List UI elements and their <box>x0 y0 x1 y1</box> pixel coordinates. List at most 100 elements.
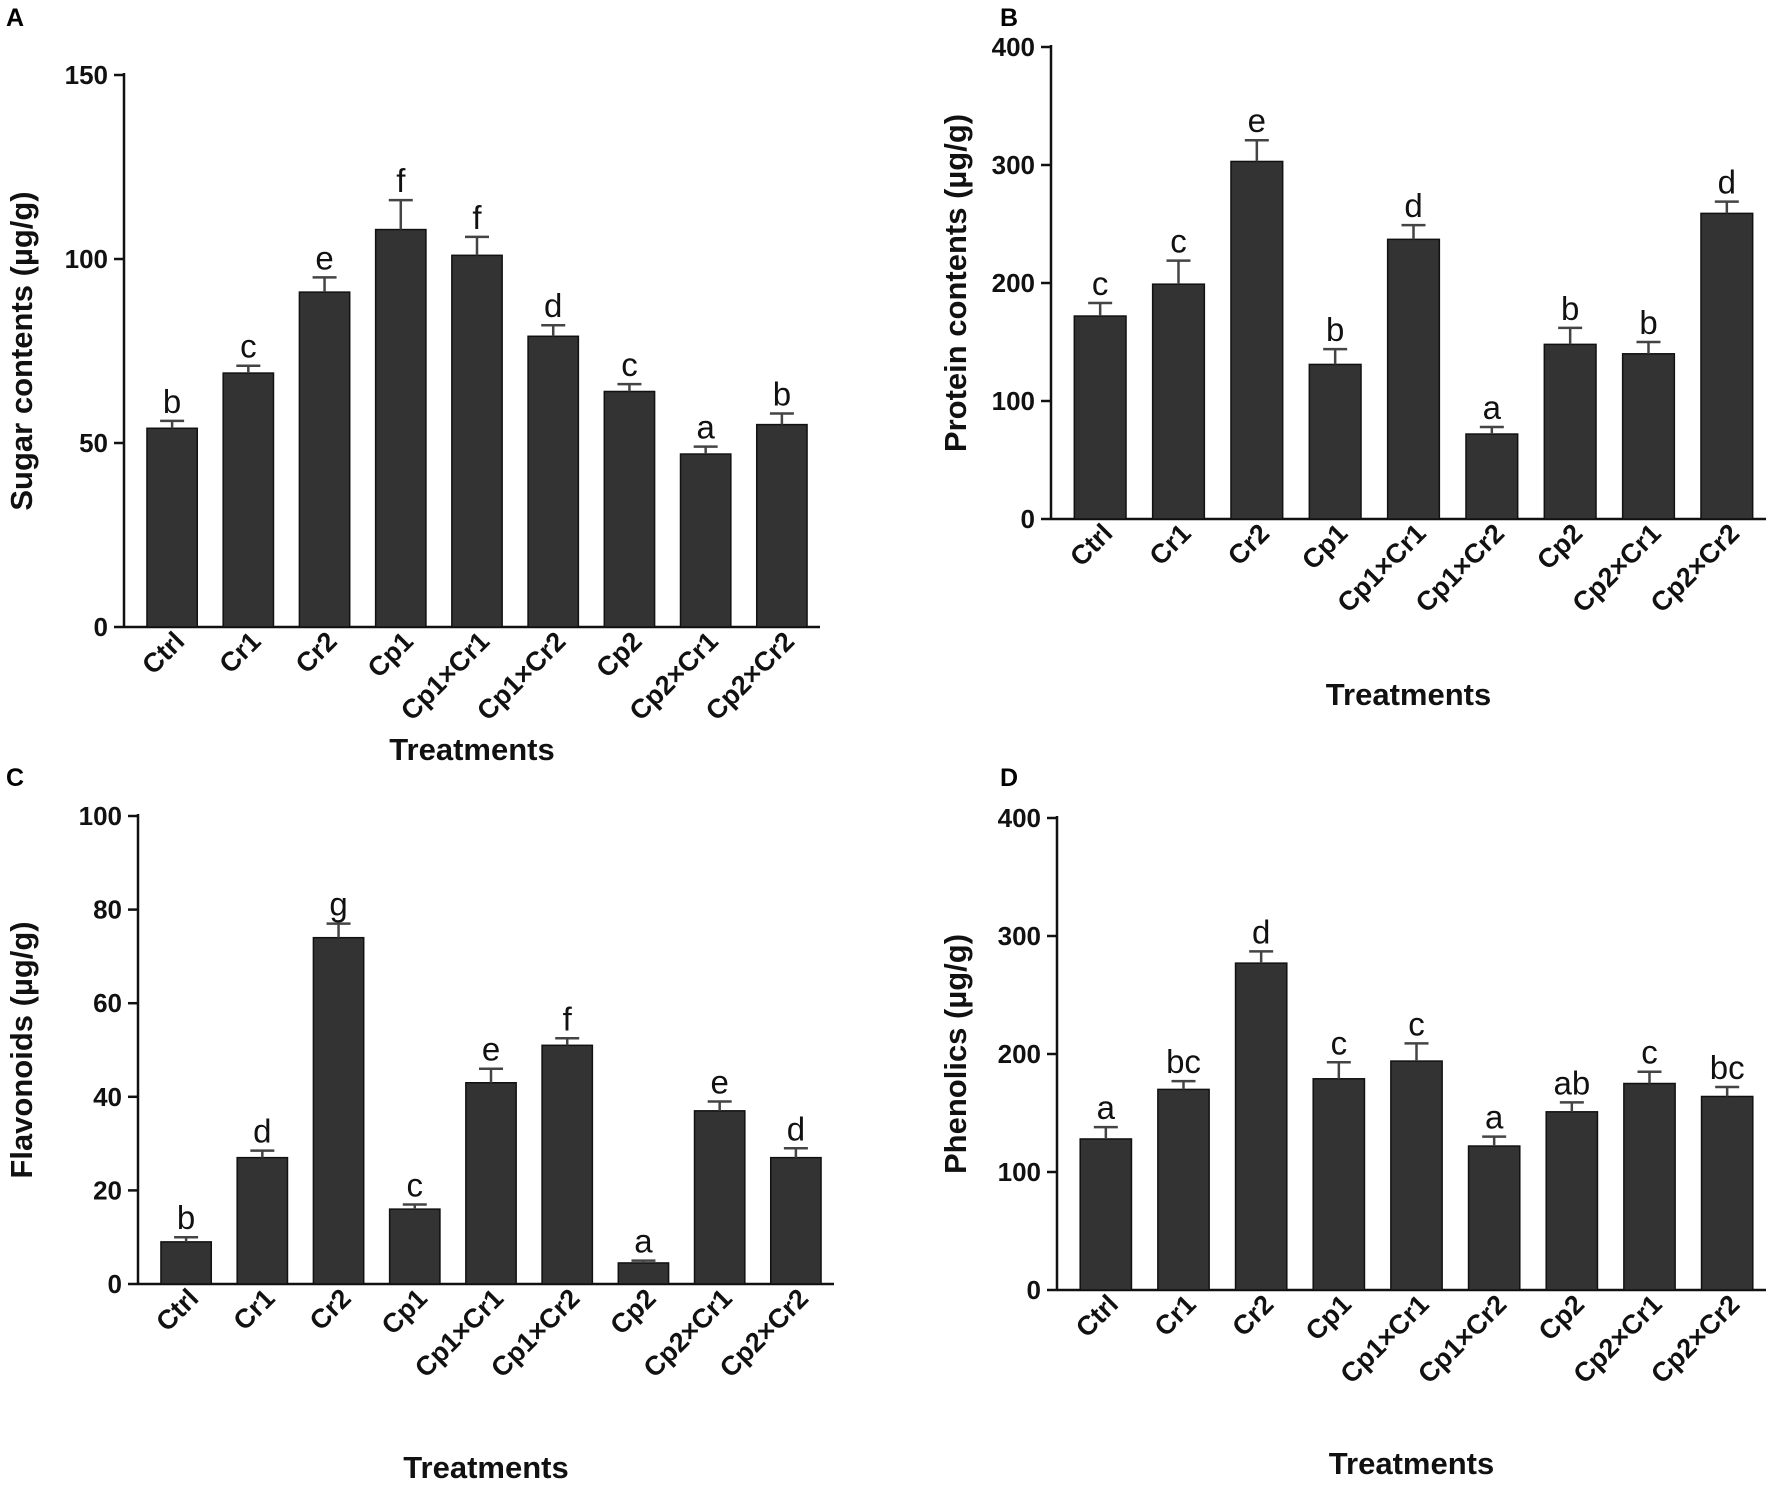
x-tick-label: Cr2 <box>290 626 343 679</box>
x-tick-label: Cr1 <box>214 626 267 679</box>
bar-cp1 <box>388 1208 441 1285</box>
significance-letter: f <box>472 199 482 236</box>
bar-cp1 <box>374 228 427 628</box>
significance-letter: a <box>1485 1099 1504 1136</box>
bar-cr1 <box>1151 283 1206 520</box>
y-tick-label: 0 <box>94 612 108 642</box>
bar-cp2xcr2 <box>769 1156 822 1285</box>
panel-label: D <box>1000 764 1018 792</box>
x-tick-label: Cr2 <box>304 1283 357 1336</box>
y-axis-title: Flavonoids (µg/g) <box>4 921 39 1178</box>
bar-cp2xcr2 <box>1700 212 1754 520</box>
x-axis-title: Treatments <box>1326 677 1491 712</box>
significance-letter: b <box>163 383 181 420</box>
y-tick-label: 40 <box>93 1082 122 1112</box>
x-axis-title: Treatments <box>389 732 554 767</box>
y-tick-label: 60 <box>93 988 122 1018</box>
x-tick-label: Ctrl <box>1070 1289 1124 1343</box>
bar-cr2 <box>1230 160 1284 520</box>
bar-cr2 <box>312 936 365 1285</box>
significance-letter: f <box>396 162 406 199</box>
bar-cp2xcr1 <box>679 453 732 628</box>
bar-cp2 <box>1545 1111 1599 1291</box>
significance-letter: e <box>710 1063 728 1100</box>
significance-letter: c <box>1331 1024 1348 1061</box>
significance-letter: c <box>407 1166 424 1203</box>
x-tick-label: Ctrl <box>150 1283 204 1337</box>
bar-ctrl <box>160 1241 213 1285</box>
panel-label: A <box>6 4 24 32</box>
bar-ctrl <box>1079 1138 1133 1291</box>
significance-letter: d <box>787 1110 805 1147</box>
significance-letter: d <box>253 1113 271 1150</box>
y-tick-label: 0 <box>1027 1275 1041 1305</box>
significance-letter: b <box>1326 311 1344 348</box>
significance-letter: c <box>1408 1005 1425 1042</box>
significance-letter: c <box>1170 223 1187 260</box>
significance-letter: d <box>544 287 562 324</box>
y-tick-label: 300 <box>998 921 1041 951</box>
bar-cp2xcr1 <box>693 1110 746 1285</box>
y-axis-title: Phenolics (µg/g) <box>938 934 973 1174</box>
significance-letter: b <box>1561 290 1579 327</box>
x-tick-label: Cp1 <box>362 626 419 683</box>
significance-letter: b <box>1639 304 1657 341</box>
x-tick-label: Ctrl <box>136 626 190 680</box>
significance-letter: e <box>1248 102 1266 139</box>
y-tick-label: 150 <box>65 60 108 90</box>
significance-letter: g <box>329 886 347 923</box>
y-tick-label: 0 <box>108 1269 122 1299</box>
significance-letter: d <box>1718 164 1736 201</box>
bar-cr2 <box>1234 962 1288 1291</box>
y-axis-title: Sugar contents (µg/g) <box>4 191 39 510</box>
y-tick-label: 200 <box>998 1039 1041 1069</box>
significance-letter: d <box>1252 913 1270 950</box>
x-tick-label: Cr2 <box>1222 518 1275 571</box>
bar-cr2 <box>298 291 351 628</box>
x-tick-label: Cp1 <box>1296 518 1353 575</box>
panel-label: B <box>1000 4 1018 32</box>
bar-cp2xcr2 <box>1700 1095 1754 1291</box>
bar-cp1xcr2 <box>1467 1145 1521 1291</box>
significance-letter: f <box>563 1000 573 1037</box>
bar-cp1 <box>1312 1078 1366 1291</box>
bar-cp2xcr2 <box>755 423 808 628</box>
bar-cr1 <box>236 1156 289 1285</box>
y-tick-label: 300 <box>992 150 1035 180</box>
significance-letter: ab <box>1553 1064 1590 1101</box>
y-tick-label: 80 <box>93 895 122 925</box>
x-tick-label: Cp2 <box>590 626 647 683</box>
bar-cp2 <box>603 390 656 628</box>
bar-cp1xcr2 <box>527 335 580 628</box>
significance-letter: c <box>621 346 638 383</box>
bar-cp1xcr1 <box>1390 1060 1443 1291</box>
significance-letter: c <box>240 328 257 365</box>
y-tick-label: 400 <box>992 32 1035 62</box>
significance-letter: c <box>1641 1034 1658 1071</box>
bar-cp2xcr1 <box>1623 1082 1676 1291</box>
significance-letter: a <box>696 409 715 446</box>
bar-cp1xcr2 <box>1465 433 1519 520</box>
bar-cp1 <box>1308 363 1362 520</box>
bar-cr1 <box>1157 1088 1210 1291</box>
y-tick-label: 0 <box>1021 504 1035 534</box>
x-axis-title: Treatments <box>1329 1446 1494 1481</box>
y-tick-label: 100 <box>992 386 1035 416</box>
y-tick-label: 200 <box>992 268 1035 298</box>
y-tick-label: 20 <box>93 1175 122 1205</box>
y-axis-title: Protein contents (µg/g) <box>938 114 973 452</box>
x-tick-label: Cp2 <box>1533 1289 1590 1346</box>
significance-letter: b <box>773 376 791 413</box>
significance-letter: e <box>482 1031 500 1068</box>
bar-cp1xcr1 <box>465 1082 517 1285</box>
y-tick-label: 50 <box>79 428 108 458</box>
x-tick-label: Cr1 <box>1149 1289 1202 1342</box>
bar-cp1xcr1 <box>451 254 503 628</box>
significance-letter: bc <box>1710 1049 1745 1086</box>
x-tick-label: Cr1 <box>228 1283 281 1336</box>
bar-cp2 <box>1543 343 1597 520</box>
significance-letter: a <box>634 1223 653 1260</box>
x-tick-label: Ctrl <box>1064 518 1118 572</box>
significance-letter: e <box>315 239 333 276</box>
